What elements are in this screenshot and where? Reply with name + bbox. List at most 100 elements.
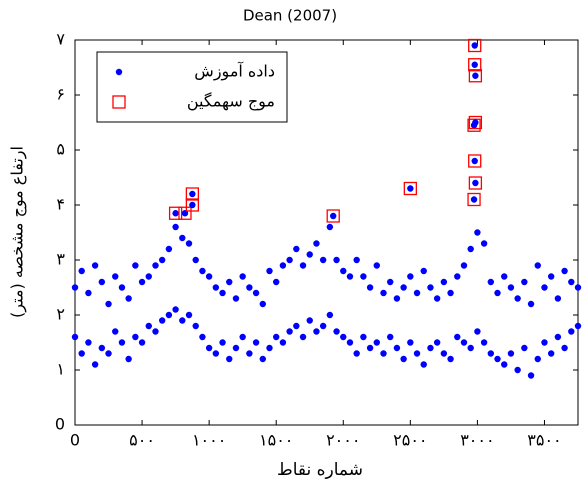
data-point bbox=[199, 333, 206, 341]
data-point bbox=[447, 355, 454, 363]
data-point bbox=[219, 339, 226, 346]
data-point bbox=[326, 311, 334, 319]
data-point bbox=[226, 355, 233, 363]
data-point bbox=[527, 372, 535, 379]
data-point bbox=[440, 350, 448, 357]
data-point bbox=[387, 278, 394, 286]
data-point bbox=[98, 344, 106, 352]
data-point bbox=[454, 273, 461, 280]
data-point bbox=[472, 179, 479, 187]
data-point bbox=[330, 212, 337, 220]
data-point bbox=[534, 262, 541, 269]
data-point bbox=[306, 317, 313, 324]
data-point bbox=[165, 311, 173, 319]
data-point bbox=[346, 273, 354, 280]
x-tick-label: ۱۵۰۰ bbox=[259, 431, 293, 450]
data-point bbox=[112, 328, 119, 335]
data-point bbox=[205, 344, 213, 352]
data-point bbox=[259, 355, 266, 363]
data-point bbox=[299, 262, 307, 269]
data-point bbox=[407, 273, 414, 280]
data-point bbox=[433, 295, 441, 302]
freak-wave-marker bbox=[185, 198, 200, 212]
data-point bbox=[353, 350, 360, 357]
data-point bbox=[132, 262, 139, 269]
x-tick-label: ۳۵۰۰ bbox=[527, 431, 561, 450]
data-point bbox=[471, 42, 478, 49]
data-point bbox=[172, 306, 179, 313]
data-point bbox=[574, 284, 582, 291]
data-point bbox=[299, 333, 307, 341]
data-point bbox=[246, 284, 253, 291]
data-point bbox=[554, 333, 562, 341]
x-tick-label: 0 bbox=[70, 431, 80, 450]
data-point bbox=[232, 344, 240, 352]
data-point bbox=[185, 311, 193, 319]
data-point bbox=[373, 262, 380, 269]
freak-wave-marker bbox=[468, 69, 483, 83]
y-tick-label: 0 bbox=[55, 415, 65, 434]
data-point bbox=[112, 273, 119, 280]
legend-marker bbox=[112, 95, 126, 109]
data-point bbox=[380, 289, 387, 297]
data-point bbox=[561, 267, 568, 275]
data-point bbox=[467, 344, 474, 352]
data-point bbox=[480, 240, 488, 247]
data-point bbox=[239, 333, 246, 341]
data-point bbox=[561, 344, 568, 352]
data-point bbox=[189, 201, 196, 209]
data-point bbox=[507, 350, 515, 357]
data-point bbox=[273, 333, 280, 341]
data-point bbox=[246, 350, 253, 357]
data-point bbox=[393, 344, 401, 352]
data-point bbox=[507, 284, 515, 291]
data-point bbox=[152, 262, 159, 269]
data-point bbox=[471, 157, 478, 165]
data-point bbox=[487, 278, 495, 286]
y-tick-label: ۴ bbox=[56, 195, 65, 214]
data-point bbox=[78, 267, 85, 275]
data-point bbox=[138, 339, 146, 346]
data-point bbox=[554, 295, 562, 302]
data-point bbox=[259, 300, 266, 308]
x-tick-label: ۵۰۰ bbox=[129, 431, 155, 450]
data-point bbox=[239, 273, 246, 280]
data-point bbox=[179, 317, 186, 324]
data-point bbox=[413, 350, 421, 357]
data-point bbox=[172, 223, 179, 231]
data-point bbox=[232, 295, 240, 302]
data-point bbox=[293, 322, 300, 330]
data-point bbox=[252, 339, 260, 346]
data-point bbox=[420, 267, 427, 275]
data-point bbox=[212, 350, 220, 357]
data-point bbox=[145, 273, 152, 280]
data-point bbox=[313, 328, 320, 335]
x-tick-label: ۲۵۰۰ bbox=[393, 431, 427, 450]
data-point bbox=[105, 350, 112, 357]
data-point bbox=[158, 256, 166, 264]
data-point bbox=[568, 278, 575, 286]
legend-marker bbox=[115, 68, 123, 76]
data-point bbox=[534, 355, 541, 363]
data-point bbox=[474, 229, 481, 236]
data-point bbox=[293, 245, 300, 253]
freak-wave-marker bbox=[403, 181, 417, 196]
freak-wave-marker bbox=[467, 118, 481, 132]
data-point bbox=[273, 278, 280, 286]
y-tick-label: ۷ bbox=[56, 30, 65, 49]
data-point bbox=[547, 273, 555, 280]
data-point bbox=[366, 344, 374, 352]
data-point bbox=[192, 322, 199, 330]
data-point bbox=[413, 289, 421, 297]
data-point bbox=[547, 350, 555, 357]
data-point bbox=[158, 317, 166, 324]
data-point bbox=[541, 284, 548, 291]
freak-wave-marker bbox=[178, 206, 192, 220]
data-point bbox=[85, 289, 92, 297]
data-point bbox=[252, 289, 260, 297]
data-point bbox=[514, 295, 521, 302]
data-point bbox=[199, 267, 206, 275]
data-point bbox=[71, 333, 79, 341]
data-point bbox=[105, 300, 112, 308]
